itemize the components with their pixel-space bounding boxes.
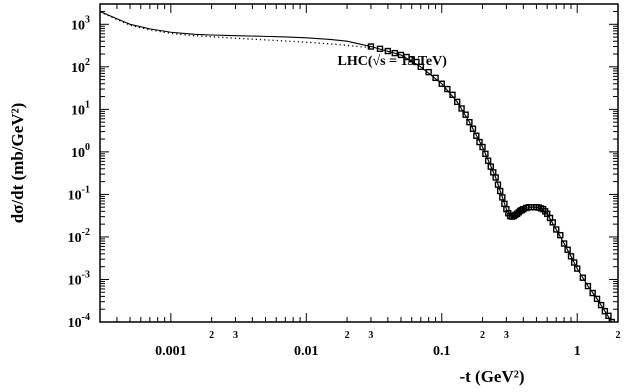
data-point [432, 74, 439, 82]
data-point [608, 318, 616, 322]
y-tick-label: 10-4 [68, 312, 90, 331]
data-point [597, 301, 605, 309]
data-point [494, 181, 502, 188]
data-point [458, 105, 465, 112]
y-tick-exponent: 2 [85, 57, 90, 68]
data-point [367, 43, 375, 50]
data-point [571, 259, 578, 266]
y-tick-base: 10 [68, 273, 82, 288]
data-point [589, 289, 596, 297]
data-point [425, 68, 432, 76]
data-point [462, 111, 469, 118]
x-tick-label: 1 [574, 344, 581, 359]
data-point [574, 265, 581, 272]
x-minor-tick-label: 3 [368, 330, 373, 341]
y-tick-label: 101 [71, 99, 90, 118]
data-point [487, 163, 494, 170]
y-tick-exponent: 0 [85, 142, 90, 153]
y-tick-label: 103 [71, 14, 90, 33]
y-tick-base: 10 [71, 61, 85, 76]
x-tick-label: 0.1 [433, 344, 451, 359]
data-point [496, 187, 504, 195]
data-point [549, 219, 556, 226]
y-tick-exponent: 1 [85, 99, 90, 110]
data-point [560, 240, 568, 247]
data-point [484, 157, 492, 164]
x-minor-tick-label: 2 [209, 330, 214, 341]
data-point [593, 295, 601, 303]
x-tick-label: 0.001 [155, 344, 187, 359]
y-tick-label: 100 [71, 142, 90, 161]
y-tick-base: 10 [68, 316, 82, 331]
x-minor-labels: 2 3 2 3 2 3 2 [209, 330, 620, 341]
y-tick-exponent: -4 [82, 312, 90, 323]
data-point [601, 307, 609, 315]
minor-ticks [99, 3, 619, 322]
data-point [466, 118, 473, 126]
y-tick-exponent: -3 [82, 269, 90, 280]
x-axis-title: -t (GeV²) [459, 367, 524, 386]
data-point [417, 63, 424, 71]
x-minor-tick-label: 3 [504, 330, 509, 341]
data-point [553, 226, 560, 233]
y-tick-label: 102 [71, 57, 90, 76]
y-tick-base: 10 [71, 146, 85, 161]
data-point [605, 312, 612, 319]
x-minor-tick-label: 2 [480, 330, 485, 341]
y-tick-label: 10-1 [68, 184, 90, 203]
data-point [444, 85, 451, 93]
data-point [473, 132, 480, 139]
y-tick-exponent: 3 [85, 14, 90, 25]
y-tick-label: 10-2 [68, 227, 90, 246]
y-tick-base: 10 [71, 103, 85, 118]
data-point [438, 80, 445, 87]
y-tick-label: 10-3 [68, 269, 90, 288]
data-point [384, 47, 392, 55]
data-point [479, 143, 486, 151]
x-minor-tick-label: 2 [616, 330, 621, 341]
x-minor-tick-label: 2 [345, 330, 350, 341]
data-point [584, 282, 592, 290]
y-tick-base: 10 [68, 188, 82, 203]
data-points [367, 43, 617, 329]
data-point [612, 324, 617, 329]
y-tick-exponent: -1 [82, 184, 90, 195]
x-tick-labels: 0.001 0.01 0.1 1 [155, 344, 581, 359]
data-point [564, 246, 571, 253]
data-point [567, 253, 575, 260]
chart-annotation: LHC(√s = 13 TeV) [338, 54, 448, 69]
data-point [469, 125, 477, 132]
data-point [413, 58, 420, 66]
plot-frame [99, 3, 619, 323]
dotted-curve [100, 11, 371, 49]
x-tick-label: 0.01 [294, 344, 319, 359]
data-point [579, 274, 587, 281]
data-point [557, 231, 564, 239]
y-tick-exponent: -2 [82, 227, 90, 238]
y-tick-base: 10 [68, 231, 82, 246]
major-ticks [100, 4, 618, 323]
x-minor-tick-label: 3 [233, 330, 238, 341]
y-axis-title: dσ/dt (mb/GeV²) [8, 103, 27, 224]
y-tick-base: 10 [71, 18, 85, 33]
data-point [482, 150, 489, 158]
data-point [449, 91, 456, 98]
data-point [499, 194, 506, 201]
data-point [492, 174, 499, 181]
data-point [391, 49, 398, 57]
data-point [376, 45, 384, 53]
data-point [453, 98, 461, 106]
